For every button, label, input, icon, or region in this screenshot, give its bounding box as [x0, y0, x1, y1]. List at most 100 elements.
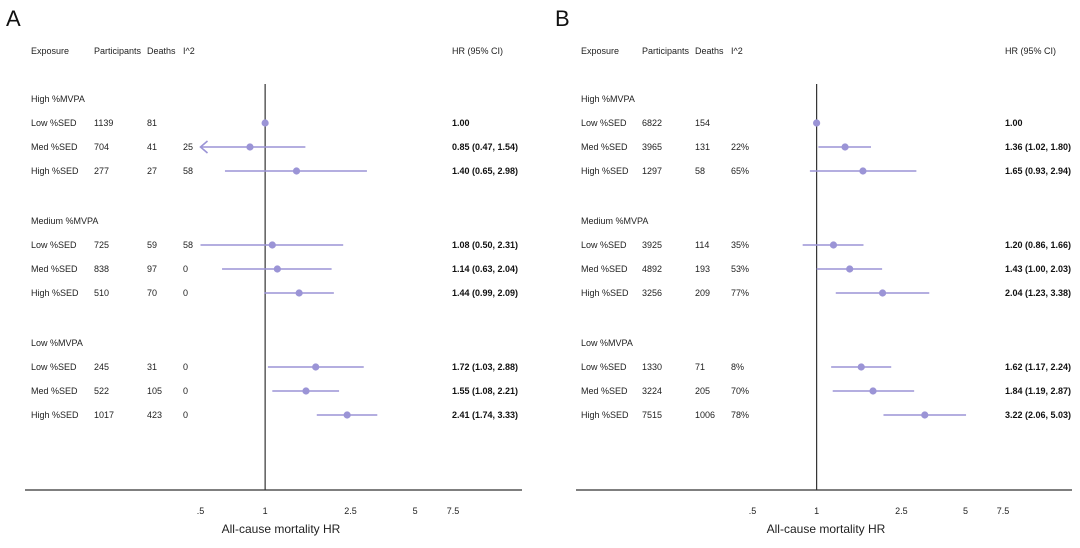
participants-value: 277 [94, 166, 109, 176]
exposure-label: Med %SED [581, 386, 628, 396]
hr-point [813, 119, 821, 127]
forest-row: Med %SED 3224 205 70% 1.84 (1.19, 2.87) [581, 386, 1071, 396]
deaths-value: 423 [147, 410, 162, 420]
column-header: Participants [94, 46, 142, 56]
deaths-value: 27 [147, 166, 157, 176]
forest-row: Med %SED 522 105 0 1.55 (1.08, 2.21) [31, 386, 518, 396]
hr-point [312, 363, 320, 371]
deaths-value: 31 [147, 362, 157, 372]
forest-row: High %SED 1297 58 65% 1.65 (0.93, 2.94) [581, 166, 1071, 176]
hr-ci-value: 1.20 (0.86, 1.66) [1005, 240, 1071, 250]
deaths-value: 193 [695, 264, 710, 274]
deaths-value: 105 [147, 386, 162, 396]
participants-value: 1330 [642, 362, 662, 372]
x-tick-label: 7.5 [447, 506, 460, 516]
exposure-label: High %SED [31, 288, 79, 298]
i2-value: 58 [183, 166, 193, 176]
exposure-label: Med %SED [31, 386, 78, 396]
exposure-label: Low %SED [31, 118, 77, 128]
exposure-label: High %SED [31, 410, 79, 420]
participants-value: 4892 [642, 264, 662, 274]
hr-ci-value: 1.84 (1.19, 2.87) [1005, 386, 1071, 396]
hr-point [343, 411, 351, 419]
forest-row: Low %SED 3925 114 35% 1.20 (0.86, 1.66) [581, 240, 1071, 250]
hr-ci-value: 0.85 (0.47, 1.54) [452, 142, 518, 152]
hr-ci-value: 1.44 (0.99, 2.09) [452, 288, 518, 298]
i2-value: 35% [731, 240, 749, 250]
hr-point [921, 411, 929, 419]
participants-value: 510 [94, 288, 109, 298]
exposure-label: High %SED [581, 166, 629, 176]
i2-value: 53% [731, 264, 749, 274]
x-tick-label: 5 [963, 506, 968, 516]
hr-point [292, 167, 301, 175]
deaths-value: 97 [147, 264, 157, 274]
deaths-value: 81 [147, 118, 157, 128]
forest-row: High %SED 1017 423 0 2.41 (1.74, 3.33) [31, 410, 518, 420]
forest-row: Low %SED 6822 154 1.00 [581, 118, 1023, 128]
forest-row: High %SED 510 70 0 1.44 (0.99, 2.09) [31, 288, 518, 298]
forest-row: Med %SED 838 97 0 1.14 (0.63, 2.04) [31, 264, 518, 274]
i2-value: 65% [731, 166, 749, 176]
exposure-label: Low %SED [581, 362, 627, 372]
panel-letter: A [6, 6, 21, 31]
i2-value: 0 [183, 362, 188, 372]
deaths-value: 71 [695, 362, 705, 372]
deaths-value: 1006 [695, 410, 715, 420]
hr-ci-value: 1.14 (0.63, 2.04) [452, 264, 518, 274]
forest-panel-b: B Exposure Participants Deaths I^2 HR (95% CI… [555, 6, 1072, 536]
forest-row: Med %SED 4892 193 53% 1.43 (1.00, 2.03) [581, 264, 1071, 274]
exposure-label: Low %SED [581, 118, 627, 128]
x-axis-label: All-cause mortality HR [222, 522, 341, 536]
deaths-value: 209 [695, 288, 710, 298]
forest-row: High %SED 277 27 58 1.40 (0.65, 2.98) [31, 166, 518, 176]
hr-ci-value: 3.22 (2.06, 5.03) [1005, 410, 1071, 420]
i2-value: 25 [183, 142, 193, 152]
exposure-label: Med %SED [31, 264, 78, 274]
column-header: I^2 [731, 46, 743, 56]
x-tick-label: 5 [413, 506, 418, 516]
i2-value: 0 [183, 264, 188, 274]
i2-value: 77% [731, 288, 749, 298]
hr-point [261, 119, 269, 127]
hr-ci-value: 1.62 (1.17, 2.24) [1005, 362, 1071, 372]
exposure-label: Low %SED [31, 240, 77, 250]
hr-ci-value: 2.41 (1.74, 3.33) [452, 410, 518, 420]
deaths-value: 154 [695, 118, 710, 128]
x-tick-label: 2.5 [344, 506, 357, 516]
hr-ci-value: 1.72 (1.03, 2.88) [452, 362, 518, 372]
participants-value: 6822 [642, 118, 662, 128]
hr-ci-value: 1.55 (1.08, 2.21) [452, 386, 518, 396]
participants-value: 1017 [94, 410, 114, 420]
deaths-value: 205 [695, 386, 710, 396]
x-tick-label: 1 [814, 506, 819, 516]
participants-value: 3925 [642, 240, 662, 250]
hr-ci-value: 1.40 (0.65, 2.98) [452, 166, 518, 176]
group-label: High %MVPA [31, 94, 85, 104]
i2-value: 0 [183, 288, 188, 298]
x-tick-label: 7.5 [997, 506, 1010, 516]
x-axis-label: All-cause mortality HR [767, 522, 886, 536]
x-tick-label: .5 [197, 506, 205, 516]
column-header: Exposure [581, 46, 619, 56]
deaths-value: 131 [695, 142, 710, 152]
hr-point [246, 143, 254, 151]
group-label: Medium %MVPA [31, 216, 98, 226]
column-header: HR (95% CI) [452, 46, 503, 56]
hr-ci-value: 1.43 (1.00, 2.03) [1005, 264, 1071, 274]
hr-point [846, 265, 854, 273]
participants-value: 3256 [642, 288, 662, 298]
group-label: Medium %MVPA [581, 216, 648, 226]
x-tick-label: 1 [263, 506, 268, 516]
deaths-value: 58 [695, 166, 705, 176]
i2-value: 8% [731, 362, 744, 372]
forest-row: Low %SED 1330 71 8% 1.62 (1.17, 2.24) [581, 362, 1071, 372]
hr-point [841, 143, 849, 151]
forest-row: Med %SED 3965 131 22% 1.36 (1.02, 1.80) [581, 142, 1071, 152]
participants-value: 3965 [642, 142, 662, 152]
exposure-label: Low %SED [581, 240, 627, 250]
panel-letter: B [555, 6, 570, 31]
column-header: Participants [642, 46, 690, 56]
i2-value: 0 [183, 410, 188, 420]
